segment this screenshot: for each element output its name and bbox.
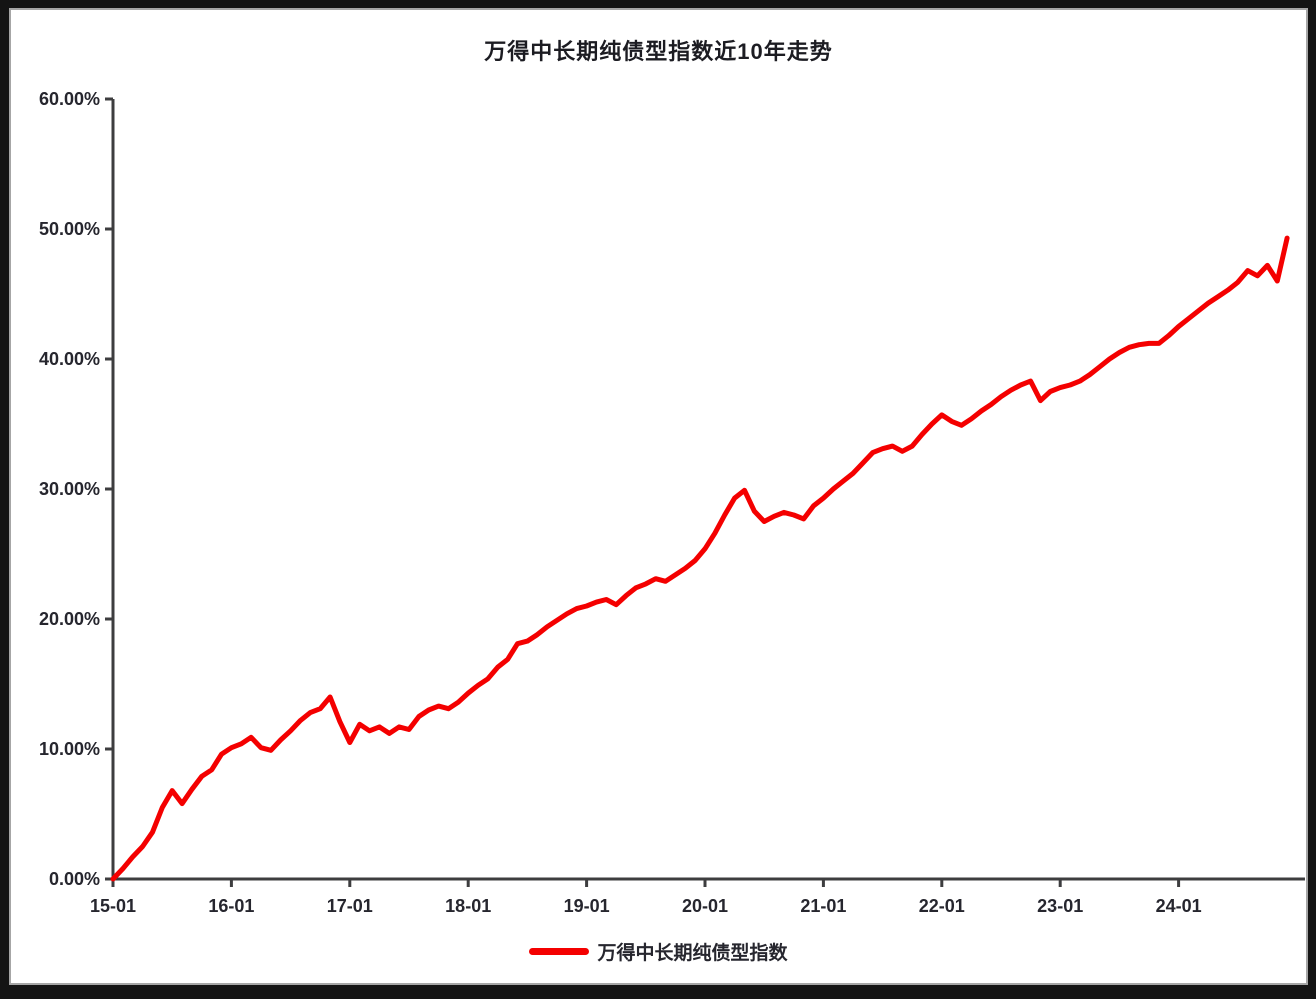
x-tick-label: 19-01 <box>564 896 610 916</box>
chart-title: 万得中长期纯债型指数近10年走势 <box>484 39 833 64</box>
x-tick-label: 20-01 <box>682 896 728 916</box>
series-line <box>110 235 1290 882</box>
y-tick-label: 0.00% <box>49 869 100 889</box>
x-tick-label: 23-01 <box>1037 896 1083 916</box>
x-tick-label: 16-01 <box>208 896 254 916</box>
x-tick-label: 22-01 <box>919 896 965 916</box>
y-tick-label: 30.00% <box>39 479 100 499</box>
legend-series-label: 万得中长期纯债型指数 <box>597 943 788 964</box>
y-tick-label: 40.00% <box>39 349 100 369</box>
y-tick-label: 50.00% <box>39 219 100 239</box>
chart-panel: 万得中长期纯债型指数近10年走势 0.00% 10.00% 20.00% 30.00%… <box>9 8 1308 985</box>
y-tick-label: 60.00% <box>39 89 100 109</box>
y-tick-label: 10.00% <box>39 739 100 759</box>
chart-svg: 0.00% 10.00% 20.00% 30.00% 40.00% 50.00% 60.00… <box>39 89 1305 916</box>
y-tick-label: 20.00% <box>39 609 100 629</box>
x-tick-label: 18-01 <box>445 896 491 916</box>
x-tick-label: 21-01 <box>800 896 846 916</box>
x-tick-label: 17-01 <box>327 896 373 916</box>
legend: 万得中长期纯债型指数 <box>11 938 1306 965</box>
x-tick-label: 24-01 <box>1156 896 1202 916</box>
legend-line-swatch-icon <box>529 948 590 955</box>
axis-lines <box>111 99 1305 881</box>
x-tick-label: 15-01 <box>90 896 136 916</box>
